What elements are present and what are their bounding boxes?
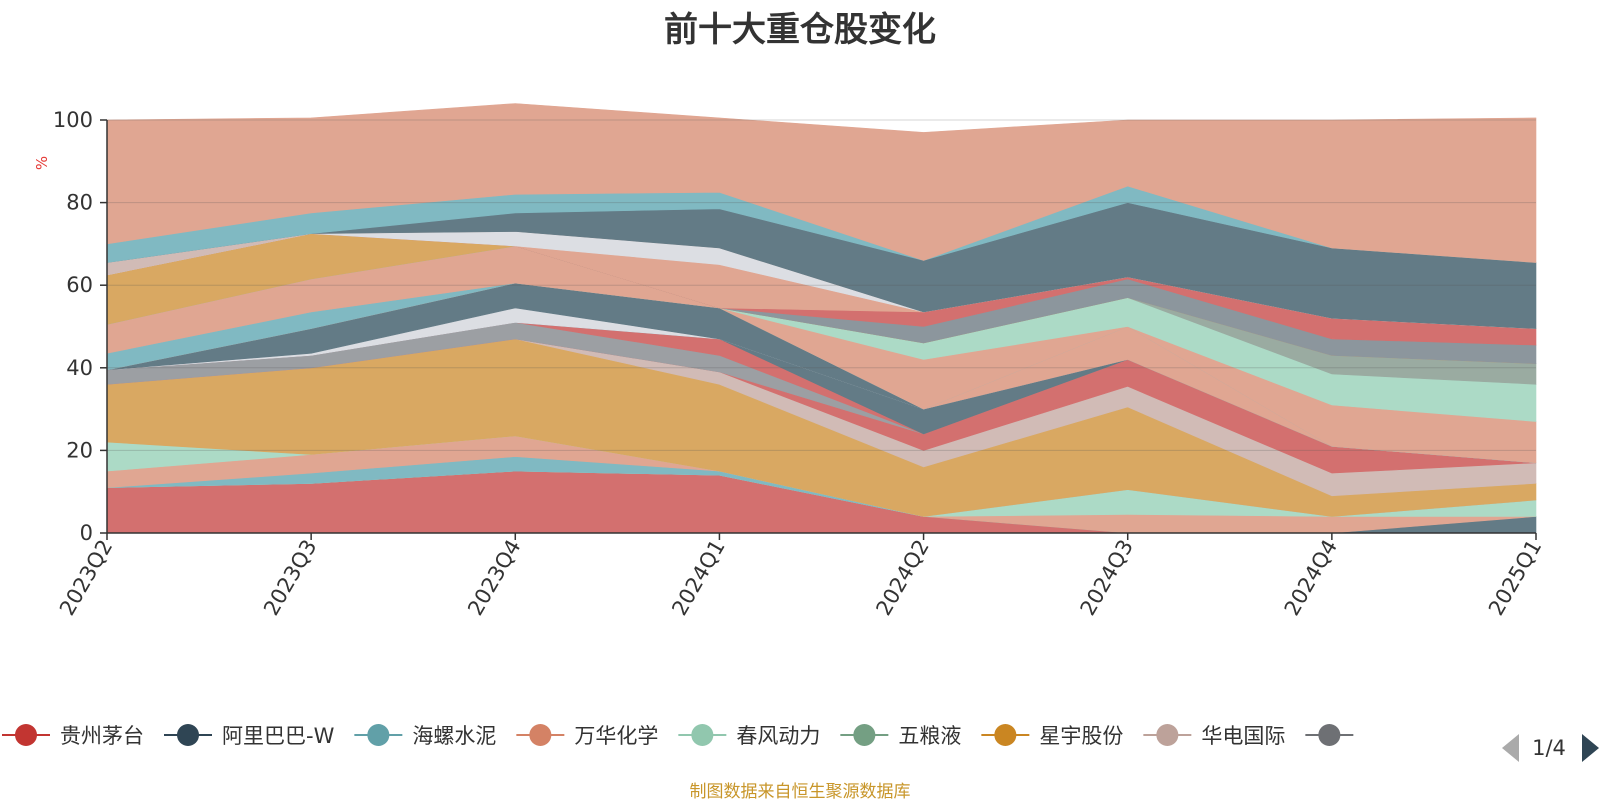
- area-bands: [106, 103, 1537, 534]
- x-tick-label: 2024Q4: [1280, 536, 1342, 620]
- x-tick-label: 2025Q1: [1484, 536, 1546, 620]
- x-tick-label: 2023Q2: [55, 536, 117, 620]
- legend-label: 五粮液: [898, 724, 961, 748]
- legend-label: 海螺水泥: [412, 724, 496, 748]
- y-tick-label: 100: [53, 108, 93, 132]
- y-tick-label: 20: [66, 438, 93, 462]
- legend-item-7[interactable]: 华电国际: [1143, 724, 1285, 748]
- legend-page-indicator: 1/4: [1532, 736, 1566, 760]
- legend[interactable]: 贵州茅台 阿里巴巴-W 海螺水泥 万华化学 春风动力 五粮液 星宇股份 华电国际: [2, 724, 1354, 748]
- legend-marker: [994, 724, 1017, 746]
- legend-label: 万华化学: [574, 724, 658, 748]
- legend-marker: [15, 724, 37, 746]
- legend-item-8[interactable]: [1305, 724, 1354, 746]
- x-tick-label: 2024Q1: [667, 536, 729, 620]
- legend-pager: 1/4: [1502, 734, 1599, 762]
- legend-item-0[interactable]: 贵州茅台: [2, 724, 144, 748]
- x-tick-label: 2023Q4: [463, 536, 525, 620]
- legend-label: 贵州茅台: [60, 724, 144, 748]
- legend-item-2[interactable]: 海螺水泥: [354, 724, 496, 748]
- area-band-30: [106, 103, 1537, 263]
- legend-marker: [367, 724, 390, 746]
- legend-label: 阿里巴巴-W: [222, 724, 335, 748]
- x-tick-label: 2024Q3: [1076, 536, 1138, 620]
- grid-lines: [107, 119, 1536, 534]
- legend-marker: [691, 724, 714, 746]
- legend-marker: [529, 724, 552, 746]
- source-note: 制图数据来自恒生聚源数据库: [689, 782, 911, 802]
- x-tick-label: 2023Q3: [259, 536, 321, 620]
- legend-label: 华电国际: [1201, 724, 1285, 748]
- y-tick-label: 40: [66, 356, 93, 380]
- legend-next-icon[interactable]: [1582, 734, 1599, 762]
- y-tick-label: 80: [66, 191, 93, 215]
- legend-item-3[interactable]: 万华化学: [516, 724, 658, 748]
- legend-prev-icon[interactable]: [1502, 734, 1519, 762]
- y-axis-label: %: [33, 156, 51, 170]
- legend-item-4[interactable]: 春风动力: [678, 724, 820, 748]
- x-tick-label: 2024Q2: [871, 536, 933, 620]
- legend-marker: [177, 724, 199, 746]
- y-tick-label: 0: [80, 521, 93, 545]
- legend-label: 春风动力: [736, 724, 820, 748]
- legend-marker: [853, 724, 876, 746]
- legend-marker: [1318, 724, 1341, 746]
- legend-item-6[interactable]: 星宇股份: [981, 724, 1123, 748]
- chart-title: 前十大重仓股变化: [664, 10, 936, 50]
- y-tick-label: 60: [66, 273, 93, 297]
- legend-marker: [1156, 724, 1179, 746]
- legend-label: 星宇股份: [1039, 724, 1123, 748]
- legend-item-1[interactable]: 阿里巴巴-W: [164, 724, 335, 748]
- legend-item-5[interactable]: 五粮液: [840, 724, 961, 748]
